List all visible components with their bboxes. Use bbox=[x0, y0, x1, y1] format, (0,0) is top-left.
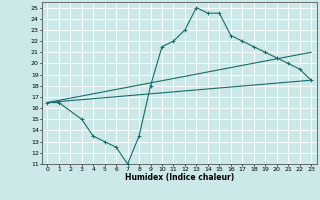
X-axis label: Humidex (Indice chaleur): Humidex (Indice chaleur) bbox=[124, 173, 234, 182]
